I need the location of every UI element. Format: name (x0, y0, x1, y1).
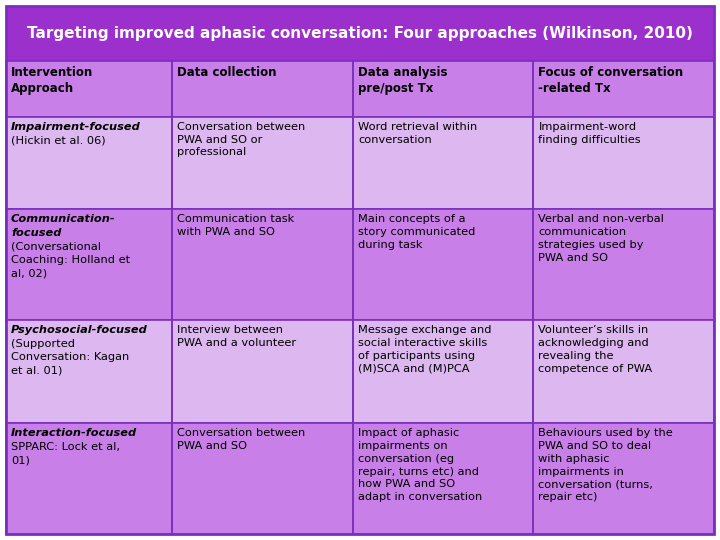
Text: Communication task
with PWA and SO: Communication task with PWA and SO (177, 214, 294, 237)
Text: Main concepts of a
story communicated
during task: Main concepts of a story communicated du… (358, 214, 475, 250)
Text: Data analysis
pre/post Tx: Data analysis pre/post Tx (358, 66, 447, 96)
Bar (534, 210, 714, 320)
Text: Verbal and non-verbal
communication
strategies used by
PWA and SO: Verbal and non-verbal communication stra… (539, 214, 665, 262)
Bar (6, 423, 172, 534)
Bar (353, 320, 534, 423)
Text: Interaction-focused: Interaction-focused (11, 428, 137, 438)
Bar (534, 62, 714, 117)
Text: Impairment-focused: Impairment-focused (11, 122, 140, 132)
Text: Interview between
PWA and a volunteer: Interview between PWA and a volunteer (177, 325, 297, 348)
Bar (6, 6, 714, 62)
Text: Data collection: Data collection (177, 66, 277, 79)
Bar (6, 117, 714, 210)
Text: Targeting improved aphasic conversation: Four approaches (Wilkinson, 2010): Targeting improved aphasic conversation:… (27, 26, 693, 41)
Text: Coaching: Holland et: Coaching: Holland et (11, 255, 130, 265)
Bar (6, 62, 172, 117)
Bar (6, 320, 714, 423)
Text: Communication-: Communication- (11, 214, 116, 224)
Text: Conversation between
PWA and SO: Conversation between PWA and SO (177, 428, 305, 451)
Text: et al. 01): et al. 01) (11, 366, 63, 376)
Bar (172, 210, 353, 320)
Bar (534, 117, 714, 210)
Text: Message exchange and
social interactive skills
of participants using
(M)SCA and : Message exchange and social interactive … (358, 325, 492, 374)
Bar (6, 210, 172, 320)
Bar (534, 320, 714, 423)
Bar (172, 423, 353, 534)
Text: Word retrieval within
conversation: Word retrieval within conversation (358, 122, 477, 145)
Text: Behaviours used by the
PWA and SO to deal
with aphasic
impairments in
conversati: Behaviours used by the PWA and SO to dea… (539, 428, 673, 502)
Text: 01): 01) (11, 455, 30, 465)
Text: Focus of conversation
-related Tx: Focus of conversation -related Tx (539, 66, 683, 96)
Text: Conversation: Kagan: Conversation: Kagan (11, 352, 130, 362)
Text: (Supported: (Supported (11, 339, 75, 349)
Text: al, 02): al, 02) (11, 268, 47, 278)
Text: SPPARC: Lock et al,: SPPARC: Lock et al, (11, 442, 120, 451)
Bar (353, 62, 534, 117)
Bar (353, 210, 534, 320)
Bar (353, 117, 534, 210)
Text: focused: focused (11, 228, 61, 238)
Text: Volunteer’s skills in
acknowledging and
revealing the
competence of PWA: Volunteer’s skills in acknowledging and … (539, 325, 652, 374)
Text: Intervention
Approach: Intervention Approach (11, 66, 94, 96)
Text: Psychosocial-focused: Psychosocial-focused (11, 325, 148, 335)
Bar (6, 320, 172, 423)
Bar (172, 117, 353, 210)
Bar (172, 62, 353, 117)
Bar (6, 210, 714, 320)
Text: Impairment-word
finding difficulties: Impairment-word finding difficulties (539, 122, 641, 145)
Bar (6, 423, 714, 534)
Bar (6, 62, 714, 117)
Bar (172, 320, 353, 423)
Text: (Hickin et al. 06): (Hickin et al. 06) (11, 136, 106, 145)
Text: Conversation between
PWA and SO or
professional: Conversation between PWA and SO or profe… (177, 122, 305, 158)
Text: (Conversational: (Conversational (11, 241, 101, 251)
Text: Impact of aphasic
impairments on
conversation (eg
repair, turns etc) and
how PWA: Impact of aphasic impairments on convers… (358, 428, 482, 502)
Bar (6, 117, 172, 210)
Bar (534, 423, 714, 534)
Bar (353, 423, 534, 534)
